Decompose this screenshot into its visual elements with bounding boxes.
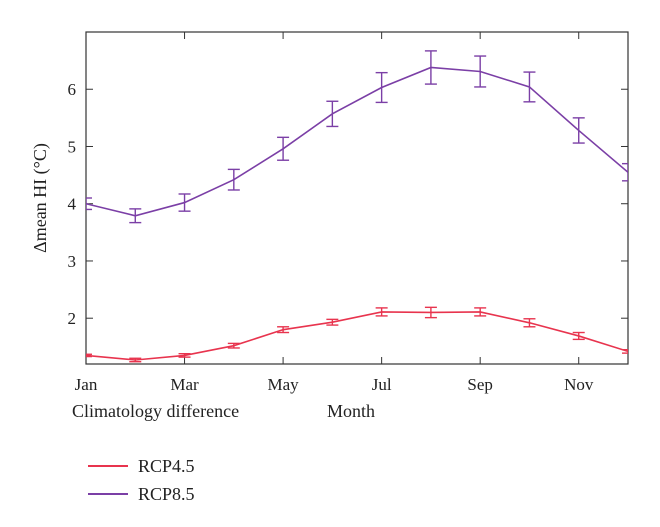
error-bar — [622, 162, 628, 182]
error-bar — [86, 353, 92, 358]
x-tick-label: Nov — [564, 375, 594, 394]
error-bar — [178, 352, 191, 358]
error-bar — [572, 331, 585, 341]
legend-item-rcp45: RCP4.5 — [88, 452, 195, 480]
legend-label-rcp45: RCP4.5 — [138, 455, 195, 476]
caption-climatology-difference: Climatology difference — [72, 401, 240, 421]
legend-swatch-rcp45 — [88, 465, 128, 467]
error-bar — [424, 306, 437, 319]
error-bar — [227, 342, 240, 349]
y-tick-label: 4 — [68, 195, 77, 214]
legend-label-rcp85: RCP8.5 — [138, 483, 195, 504]
error-bar — [622, 348, 628, 354]
error-bar — [178, 193, 191, 212]
error-bar — [129, 208, 142, 224]
y-tick-label: 6 — [68, 80, 77, 99]
legend: RCP4.5 RCP8.5 — [88, 452, 195, 508]
x-axis-title: Month — [327, 401, 376, 421]
error-bar — [375, 307, 388, 317]
series-line-rcp45 — [86, 311, 628, 361]
error-bar — [523, 318, 536, 328]
error-bar — [326, 318, 339, 326]
error-bar — [572, 117, 585, 144]
error-bar — [277, 326, 290, 334]
error-bar — [474, 307, 487, 317]
error-bar — [277, 136, 290, 161]
x-tick-label: Sep — [467, 375, 493, 394]
x-tick-label: May — [268, 375, 300, 394]
error-bar — [424, 50, 437, 85]
legend-swatch-rcp85 — [88, 493, 128, 495]
y-tick-label: 2 — [68, 309, 77, 328]
error-bar — [474, 55, 487, 88]
legend-item-rcp85: RCP8.5 — [88, 480, 195, 508]
line-chart: 2 3 4 5 6 Jan Mar May Jul Sep Nov Δmean HI (°C) — [30, 31, 629, 394]
error-bar — [326, 100, 339, 128]
y-tick-label: 5 — [68, 137, 77, 156]
y-tick-label: 3 — [68, 252, 77, 271]
error-bar — [523, 71, 536, 103]
x-tick-label: Jul — [372, 375, 392, 394]
error-bar — [227, 168, 240, 191]
error-bar — [375, 71, 388, 104]
plot-frame — [85, 31, 629, 365]
error-bar — [86, 197, 92, 211]
x-tick-label: Mar — [170, 375, 199, 394]
y-axis-title: Δmean HI (°C) — [30, 143, 51, 253]
x-tick-label: Jan — [75, 375, 98, 394]
series-line-rcp85 — [86, 66, 628, 217]
error-bar — [129, 357, 142, 363]
